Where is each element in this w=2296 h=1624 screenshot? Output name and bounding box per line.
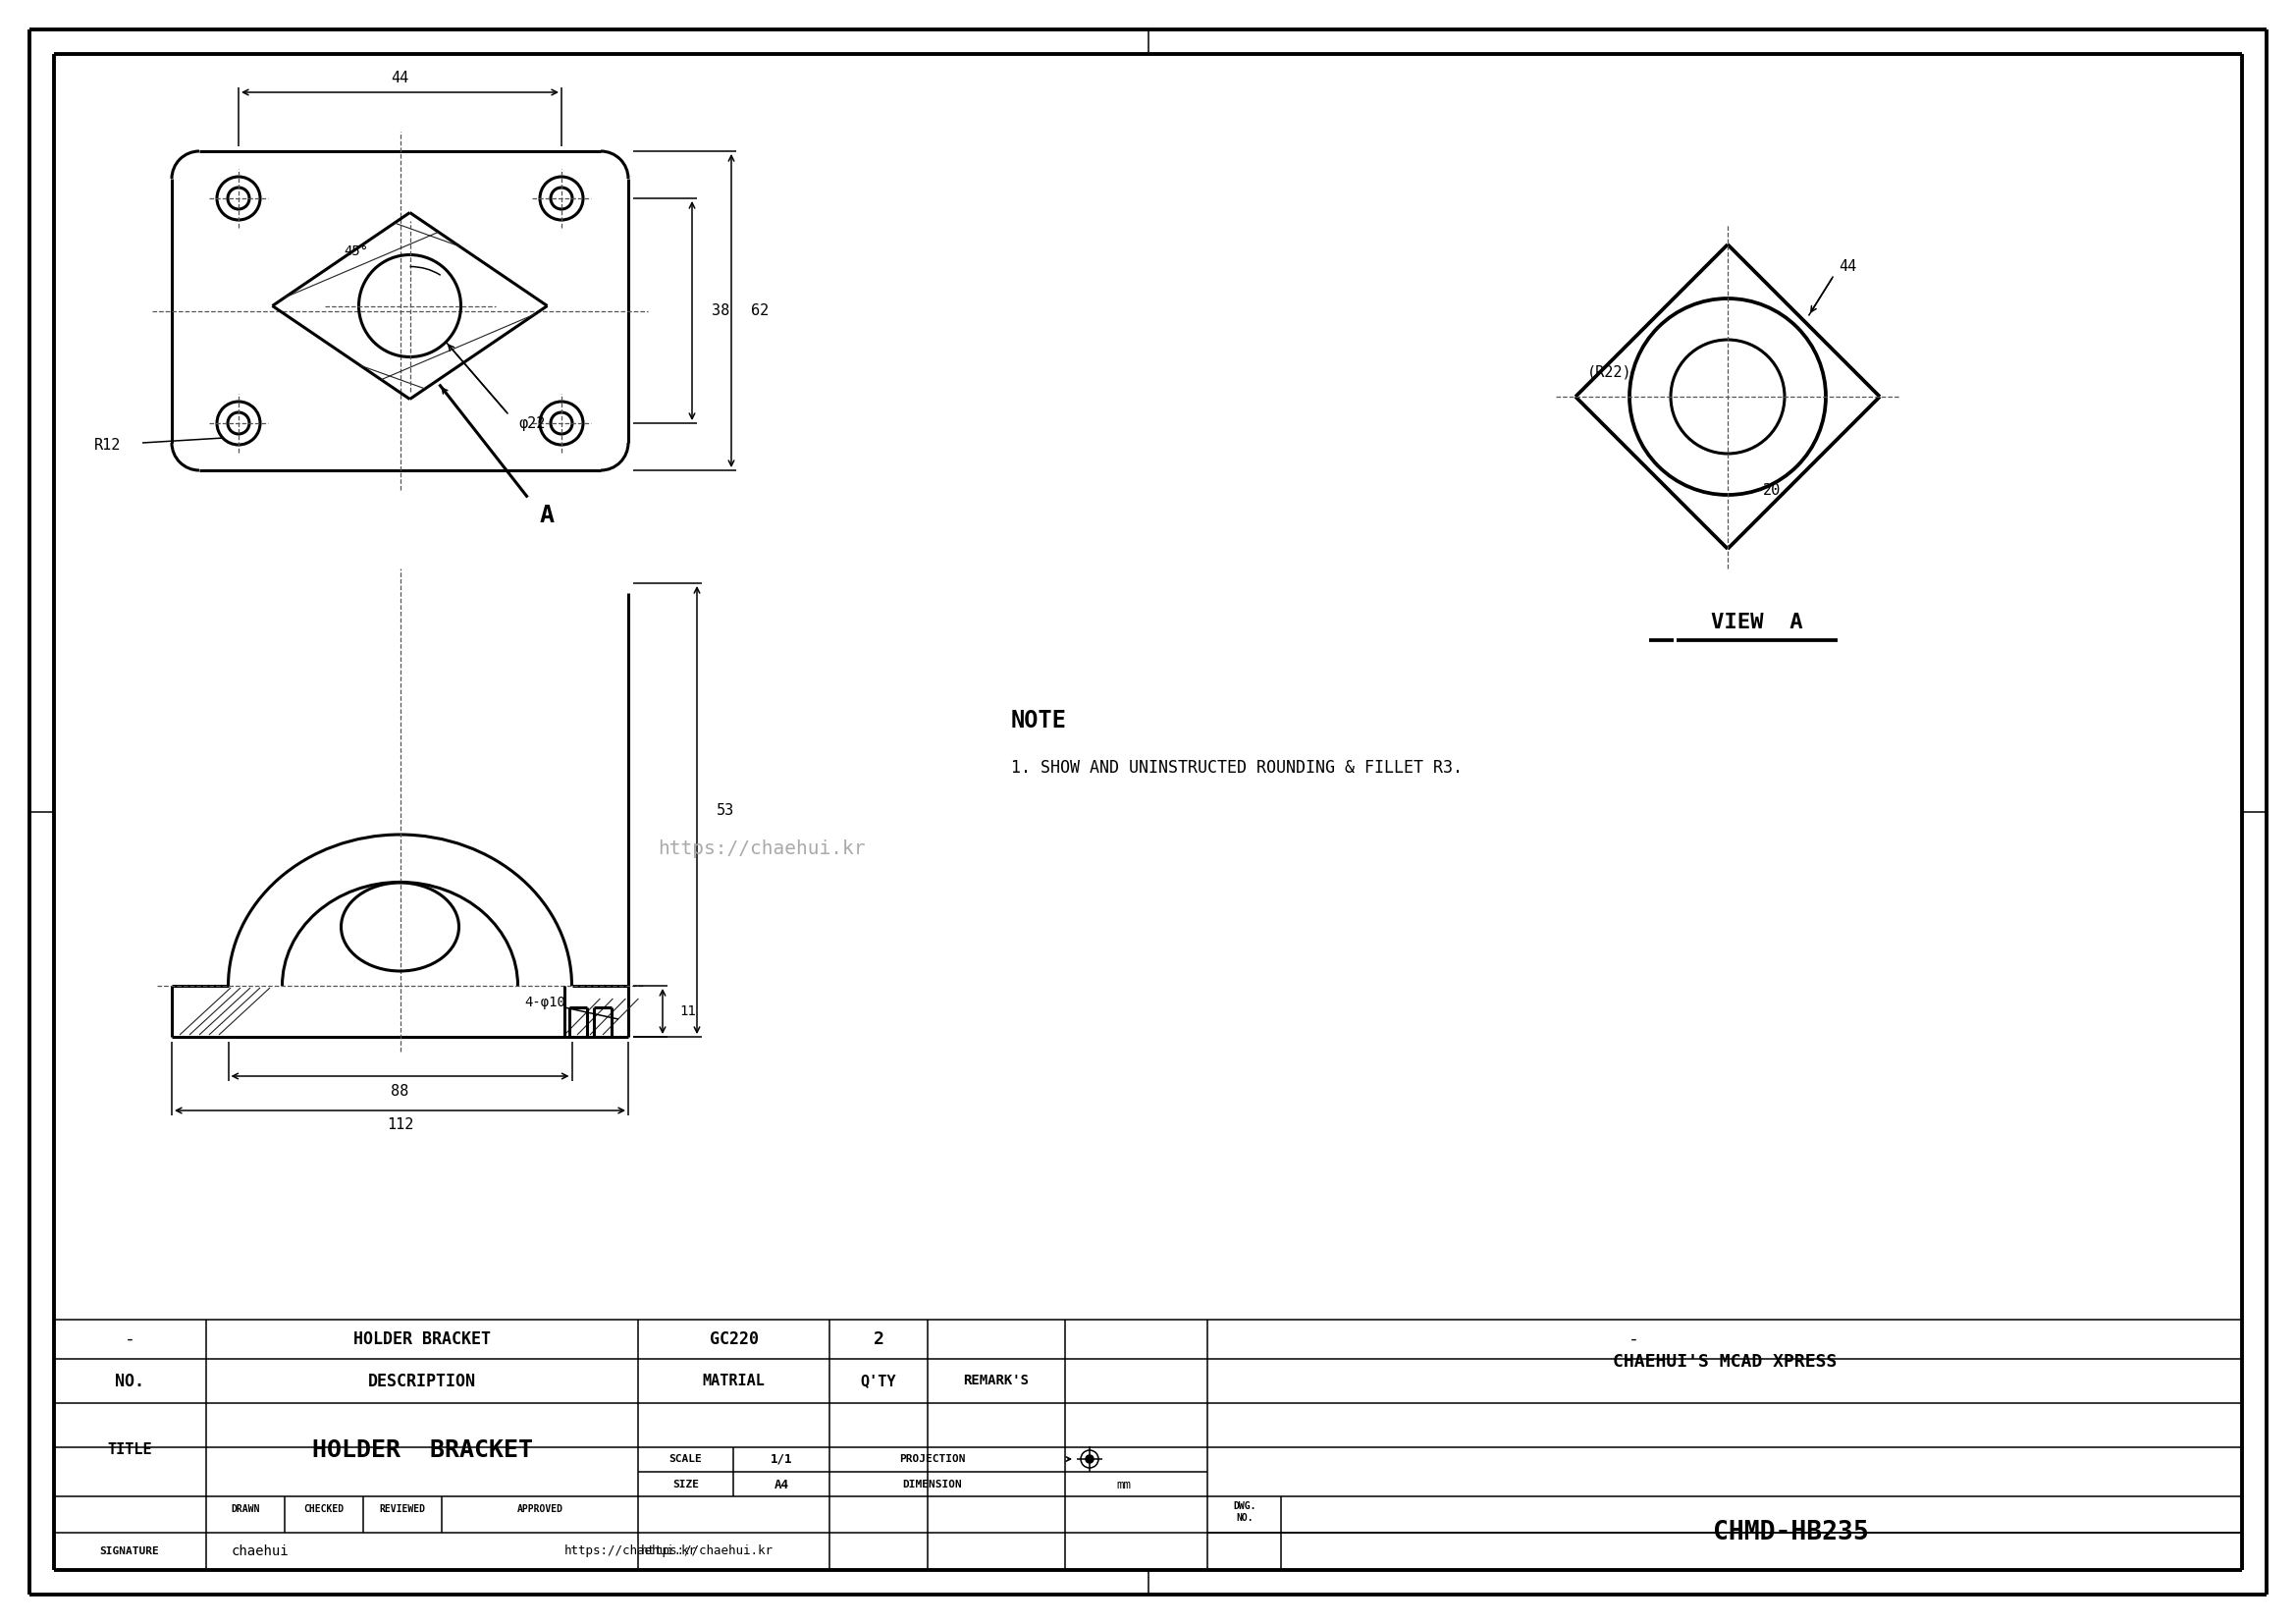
Text: HOLDER  BRACKET: HOLDER BRACKET (312, 1437, 533, 1462)
Text: Q'TY: Q'TY (861, 1374, 895, 1389)
Text: DIMENSION: DIMENSION (902, 1479, 962, 1489)
Text: APPROVED: APPROVED (517, 1505, 563, 1515)
Text: 62: 62 (751, 304, 769, 318)
Text: 1. SHOW AND UNINSTRUCTED ROUNDING & FILLET R3.: 1. SHOW AND UNINSTRUCTED ROUNDING & FILL… (1010, 758, 1463, 776)
Text: mm: mm (1116, 1478, 1132, 1491)
Text: -: - (1628, 1330, 1639, 1348)
Text: 1/1: 1/1 (771, 1452, 792, 1465)
Text: MATRIAL: MATRIAL (703, 1374, 765, 1389)
Text: CHECKED: CHECKED (303, 1505, 344, 1515)
Text: https://chaehui.kr: https://chaehui.kr (641, 1544, 774, 1557)
Text: (R22): (R22) (1587, 365, 1632, 380)
Text: DWG.: DWG. (1233, 1501, 1256, 1510)
Text: VIEW  A: VIEW A (1711, 612, 1802, 632)
Text: φ22: φ22 (519, 416, 546, 430)
Text: 4-φ10: 4-φ10 (523, 996, 565, 1010)
Text: 44: 44 (390, 70, 409, 84)
Text: A: A (540, 503, 556, 526)
Text: 38: 38 (712, 304, 730, 318)
Text: SIGNATURE: SIGNATURE (99, 1546, 158, 1556)
Text: NOTE: NOTE (1010, 710, 1068, 732)
Text: https://chaehui.kr: https://chaehui.kr (657, 840, 866, 857)
Text: 45°: 45° (344, 245, 367, 258)
Text: chaehui: chaehui (232, 1544, 289, 1557)
Text: 44: 44 (1839, 260, 1857, 274)
Text: DRAWN: DRAWN (232, 1505, 259, 1515)
Text: 88: 88 (390, 1083, 409, 1098)
Text: NO.: NO. (1235, 1514, 1254, 1523)
Text: -: - (124, 1330, 135, 1348)
Text: CHAEHUI'S MCAD XPRESS: CHAEHUI'S MCAD XPRESS (1612, 1353, 1837, 1371)
Text: NO.: NO. (115, 1372, 145, 1390)
Text: 2: 2 (872, 1330, 884, 1348)
Text: GC220: GC220 (709, 1330, 758, 1348)
Text: REVIEWED: REVIEWED (379, 1505, 425, 1515)
Text: 11: 11 (680, 1005, 696, 1018)
Text: PROJECTION: PROJECTION (900, 1453, 967, 1463)
Text: REMARK'S: REMARK'S (964, 1374, 1029, 1389)
Text: 20: 20 (1763, 482, 1782, 497)
Text: SCALE: SCALE (668, 1453, 703, 1463)
Text: 53: 53 (716, 802, 735, 817)
Text: A4: A4 (774, 1478, 790, 1491)
Text: SIZE: SIZE (673, 1479, 698, 1489)
Text: R12: R12 (94, 438, 122, 453)
Text: CHMD-HB235: CHMD-HB235 (1713, 1520, 1869, 1546)
Text: https://chaehui.kr: https://chaehui.kr (565, 1544, 698, 1557)
Text: 112: 112 (386, 1117, 413, 1132)
Circle shape (1086, 1455, 1093, 1463)
Text: HOLDER BRACKET: HOLDER BRACKET (354, 1330, 491, 1348)
Text: DESCRIPTION: DESCRIPTION (367, 1372, 475, 1390)
Text: TITLE: TITLE (108, 1442, 152, 1457)
